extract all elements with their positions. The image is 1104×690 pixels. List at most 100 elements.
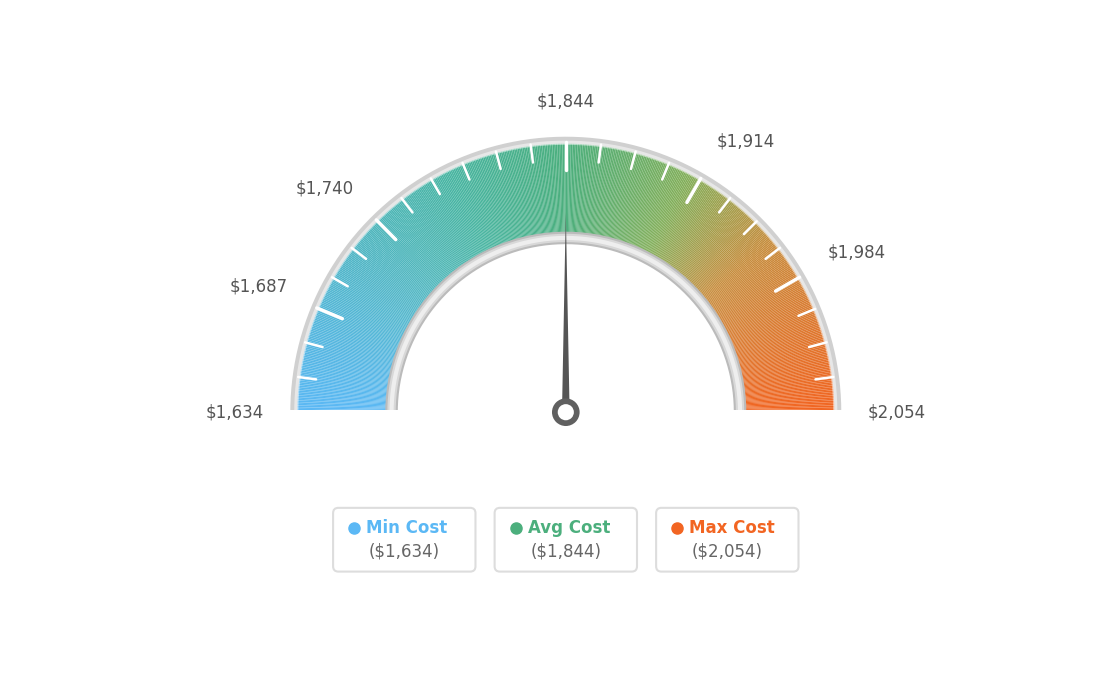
Text: $2,054: $2,054 bbox=[868, 403, 925, 421]
Wedge shape bbox=[669, 193, 729, 273]
Wedge shape bbox=[616, 152, 647, 246]
Wedge shape bbox=[679, 205, 743, 280]
Wedge shape bbox=[739, 377, 836, 391]
Wedge shape bbox=[527, 143, 542, 239]
Wedge shape bbox=[732, 330, 826, 360]
Wedge shape bbox=[680, 207, 745, 282]
Wedge shape bbox=[662, 186, 719, 268]
Wedge shape bbox=[306, 331, 400, 362]
Wedge shape bbox=[583, 141, 595, 239]
Wedge shape bbox=[630, 159, 668, 250]
Wedge shape bbox=[422, 181, 475, 264]
Wedge shape bbox=[463, 160, 500, 251]
Wedge shape bbox=[718, 279, 804, 328]
Wedge shape bbox=[417, 184, 471, 266]
Wedge shape bbox=[302, 342, 397, 368]
Wedge shape bbox=[363, 230, 436, 296]
Wedge shape bbox=[629, 159, 666, 250]
Wedge shape bbox=[416, 184, 470, 267]
Wedge shape bbox=[698, 234, 772, 299]
Wedge shape bbox=[739, 375, 836, 389]
Wedge shape bbox=[740, 407, 838, 410]
Wedge shape bbox=[294, 411, 392, 412]
Wedge shape bbox=[477, 155, 510, 248]
Wedge shape bbox=[315, 306, 405, 345]
Wedge shape bbox=[710, 259, 792, 315]
Wedge shape bbox=[591, 143, 607, 240]
Wedge shape bbox=[654, 177, 704, 262]
Wedge shape bbox=[373, 219, 444, 289]
Wedge shape bbox=[722, 290, 809, 335]
Wedge shape bbox=[734, 343, 829, 369]
Wedge shape bbox=[708, 255, 789, 313]
Wedge shape bbox=[656, 179, 708, 264]
Wedge shape bbox=[365, 227, 438, 295]
Wedge shape bbox=[711, 262, 794, 317]
Wedge shape bbox=[535, 141, 548, 239]
Wedge shape bbox=[294, 395, 392, 402]
Wedge shape bbox=[420, 181, 474, 265]
Wedge shape bbox=[439, 170, 486, 258]
Wedge shape bbox=[304, 336, 399, 364]
Wedge shape bbox=[620, 154, 654, 247]
Wedge shape bbox=[667, 191, 725, 271]
Wedge shape bbox=[595, 144, 614, 241]
Wedge shape bbox=[318, 299, 407, 341]
Wedge shape bbox=[298, 359, 395, 380]
Wedge shape bbox=[294, 407, 392, 410]
Wedge shape bbox=[643, 168, 688, 257]
Wedge shape bbox=[707, 253, 787, 310]
Wedge shape bbox=[588, 143, 603, 239]
Wedge shape bbox=[404, 192, 464, 272]
Wedge shape bbox=[631, 160, 669, 251]
Wedge shape bbox=[353, 241, 431, 304]
Wedge shape bbox=[493, 150, 520, 244]
Wedge shape bbox=[438, 171, 485, 259]
Wedge shape bbox=[728, 312, 819, 349]
Wedge shape bbox=[650, 174, 699, 260]
Wedge shape bbox=[459, 161, 499, 252]
Wedge shape bbox=[714, 270, 799, 322]
Wedge shape bbox=[383, 209, 449, 283]
Wedge shape bbox=[432, 175, 481, 261]
Wedge shape bbox=[737, 370, 835, 386]
Text: $1,634: $1,634 bbox=[205, 403, 264, 421]
Wedge shape bbox=[715, 273, 800, 324]
Wedge shape bbox=[641, 167, 684, 255]
Wedge shape bbox=[508, 146, 530, 242]
Wedge shape bbox=[740, 386, 837, 397]
FancyBboxPatch shape bbox=[225, 410, 905, 614]
Wedge shape bbox=[739, 382, 836, 393]
Wedge shape bbox=[296, 375, 393, 389]
Wedge shape bbox=[671, 196, 733, 275]
Wedge shape bbox=[693, 227, 766, 295]
Wedge shape bbox=[647, 171, 693, 259]
Wedge shape bbox=[397, 197, 459, 275]
Wedge shape bbox=[294, 408, 392, 411]
Wedge shape bbox=[649, 173, 697, 259]
Wedge shape bbox=[316, 303, 406, 343]
Wedge shape bbox=[673, 198, 735, 276]
Wedge shape bbox=[716, 277, 803, 326]
Wedge shape bbox=[510, 146, 531, 242]
Wedge shape bbox=[317, 301, 406, 342]
Wedge shape bbox=[523, 144, 540, 240]
Text: ($2,054): ($2,054) bbox=[692, 542, 763, 560]
Wedge shape bbox=[724, 299, 814, 341]
Wedge shape bbox=[498, 148, 523, 244]
Wedge shape bbox=[322, 288, 411, 334]
Wedge shape bbox=[730, 322, 822, 355]
Wedge shape bbox=[604, 147, 627, 242]
Wedge shape bbox=[433, 174, 481, 260]
Wedge shape bbox=[310, 317, 403, 352]
Wedge shape bbox=[730, 319, 821, 353]
Wedge shape bbox=[668, 192, 728, 272]
Wedge shape bbox=[453, 164, 495, 254]
Wedge shape bbox=[392, 238, 740, 412]
Wedge shape bbox=[552, 141, 559, 238]
Wedge shape bbox=[719, 281, 805, 329]
Wedge shape bbox=[333, 269, 417, 322]
Wedge shape bbox=[725, 303, 816, 343]
Wedge shape bbox=[740, 408, 838, 411]
Wedge shape bbox=[445, 168, 490, 256]
